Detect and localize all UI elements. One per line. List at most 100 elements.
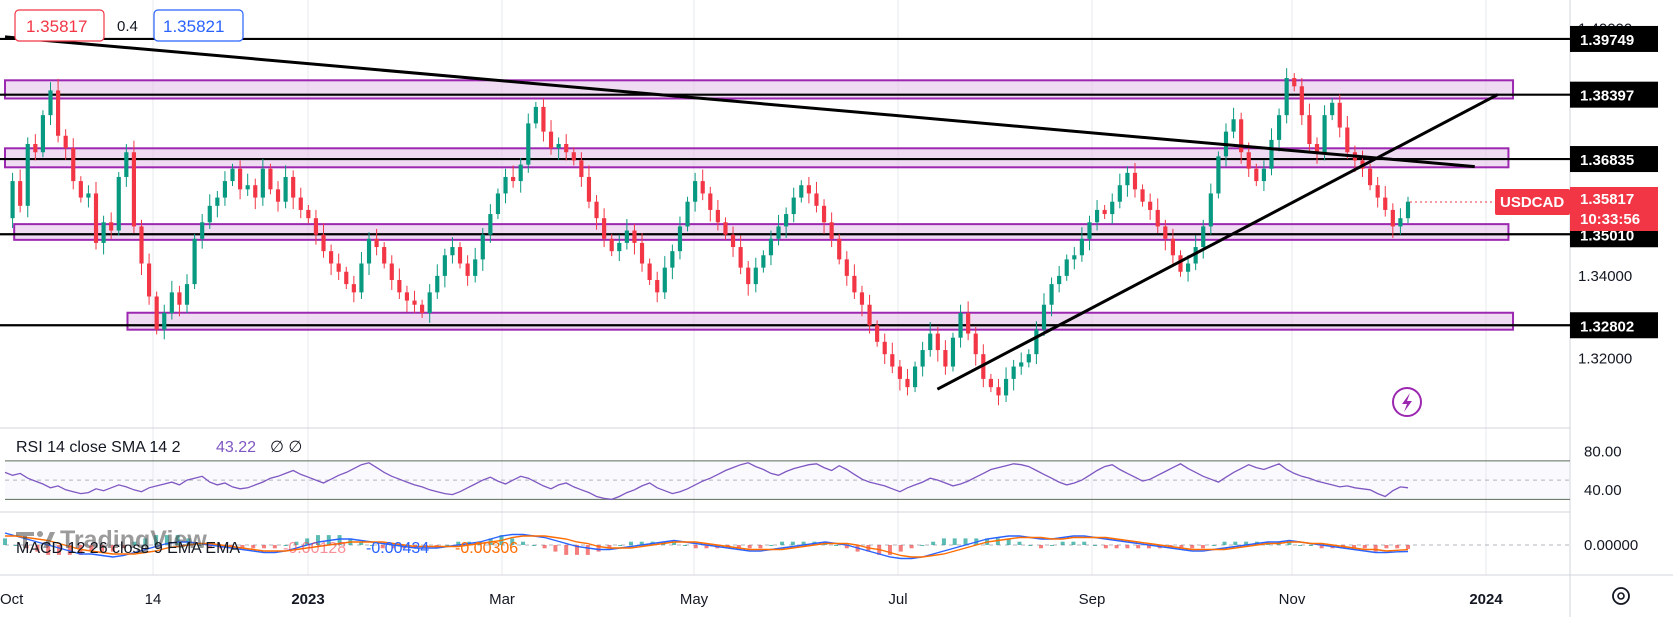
macd-histogram-bar (13, 545, 18, 546)
candle-body (1140, 189, 1145, 202)
candle-body (215, 197, 220, 206)
macd-histogram-bar (790, 541, 795, 545)
level-tag-box-4[interactable] (1570, 312, 1658, 339)
time-tick-label: 14 (145, 591, 162, 608)
candle-body (177, 292, 182, 305)
candle-body (837, 238, 842, 260)
candle-body (799, 185, 804, 198)
candle-body (420, 304, 425, 313)
trendline-descending[interactable] (4, 35, 1475, 169)
candle-body (222, 181, 228, 198)
level-tag-box-2[interactable] (1570, 146, 1658, 173)
macd-histogram-bar (445, 545, 450, 546)
candle-body (1405, 201, 1411, 219)
candle-body (1163, 226, 1168, 239)
drawing-label-blue-box[interactable] (153, 9, 244, 42)
macd-histogram-bar (1103, 545, 1108, 549)
macd-histogram-bar (1362, 545, 1367, 549)
candle-body (154, 296, 159, 330)
candle-body (359, 263, 364, 293)
candle-body (109, 222, 114, 231)
settings-icon[interactable] (1612, 587, 1630, 605)
zone-1[interactable] (4, 147, 1510, 169)
candle-body (1239, 119, 1244, 153)
candle-body (1375, 185, 1380, 198)
trendlines[interactable] (4, 35, 1499, 391)
last-price-tag-box[interactable] (1570, 186, 1658, 231)
macd-histogram-bar (1071, 541, 1076, 545)
candle-body (1299, 86, 1304, 116)
macd-histogram-bar (834, 545, 839, 546)
macd-histogram-bar (1352, 545, 1357, 549)
candle-body (632, 230, 637, 243)
horizontal-levels[interactable] (0, 37, 1570, 327)
tradingview-watermark-text: TradingView (60, 526, 207, 554)
time-tick-label: Oct (0, 591, 24, 608)
candle-body (116, 176, 121, 231)
price-axis[interactable]: 1.360001.340001.320001.400001.397491.383… (1410, 21, 1658, 368)
macd-histogram-bar (585, 545, 590, 555)
rsi-line (4, 462, 1409, 501)
macd-histogram-bar (801, 541, 806, 545)
drawing-labels[interactable]: 1.35817 0.4 1.35821 (14, 9, 244, 42)
macd-histogram-bar (1222, 541, 1227, 545)
macd-legend-label: MACD 12 26 close 9 EMA EMA (16, 540, 240, 557)
candle-body (624, 230, 629, 243)
drawing-label-red-box[interactable] (14, 9, 105, 42)
candle-body (958, 312, 963, 338)
candle-body (442, 255, 447, 276)
macd-histogram-bar (564, 545, 569, 555)
rsi-legend[interactable]: RSI 14 close SMA 14 2 43.22 ∅ ∅ (16, 439, 302, 456)
candle-body (86, 193, 91, 198)
candle-body (1254, 168, 1259, 182)
candle-body (238, 168, 243, 190)
macd-histogram-bar (1211, 545, 1216, 546)
macd-histogram-bar (143, 538, 148, 545)
candle-body (1094, 209, 1100, 223)
price-tick-label: 1.34000 (1578, 268, 1632, 285)
macd-histogram-bar (1244, 541, 1249, 545)
candle-body (1261, 168, 1266, 182)
candle-body (1330, 102, 1335, 116)
zone-3[interactable] (126, 311, 1515, 331)
candle-body (1079, 238, 1084, 256)
lightning-icon[interactable] (1392, 387, 1422, 417)
candle-body (662, 267, 667, 293)
macd-histogram-bar (240, 545, 245, 549)
candle-body (40, 115, 46, 153)
macd-histogram-bar (262, 545, 267, 549)
candle-body (784, 214, 789, 227)
candle-body (1398, 218, 1403, 227)
candle-body (336, 263, 341, 272)
last-price-tag: 1.35817 (1580, 191, 1634, 208)
candle-body (639, 242, 645, 264)
macd-histogram-bar (283, 545, 288, 546)
candle-body (321, 234, 326, 252)
candle-body (1117, 185, 1122, 202)
candle-body (996, 387, 1001, 396)
candle-body (594, 201, 599, 219)
candle-body (693, 181, 698, 202)
macd-histogram-bar (121, 545, 126, 549)
candle-body (1026, 354, 1031, 363)
macd-histogram-bar (456, 541, 461, 545)
symbol-tag[interactable]: USDCAD (1495, 188, 1570, 215)
macd-legend[interactable]: MACD 12 26 close 9 EMA EMA -0.00128 -0.0… (16, 540, 518, 557)
level-tag-box-0[interactable] (1570, 25, 1658, 52)
level-tag-box-1[interactable] (1570, 81, 1658, 108)
candle-body (1049, 284, 1054, 305)
macd-histogram-bar (844, 545, 849, 549)
candle-body (366, 238, 372, 264)
time-axis[interactable]: Oct 14 2023 Mar May Jul Sep Nov 2024 (0, 591, 1503, 608)
candle-body (25, 144, 30, 206)
macd-histogram-bar (100, 545, 105, 552)
trendline-ascending[interactable] (936, 93, 1499, 391)
candle-body (10, 181, 15, 219)
macd-histogram-bar (67, 545, 72, 555)
level-tag-3: 1.35010 (1580, 227, 1634, 244)
zone-2[interactable] (13, 223, 1510, 241)
candle-body (306, 209, 311, 219)
candle-body (33, 144, 38, 153)
symbol-tag-box[interactable] (1495, 188, 1570, 215)
macd-histogram-bar (909, 545, 914, 549)
